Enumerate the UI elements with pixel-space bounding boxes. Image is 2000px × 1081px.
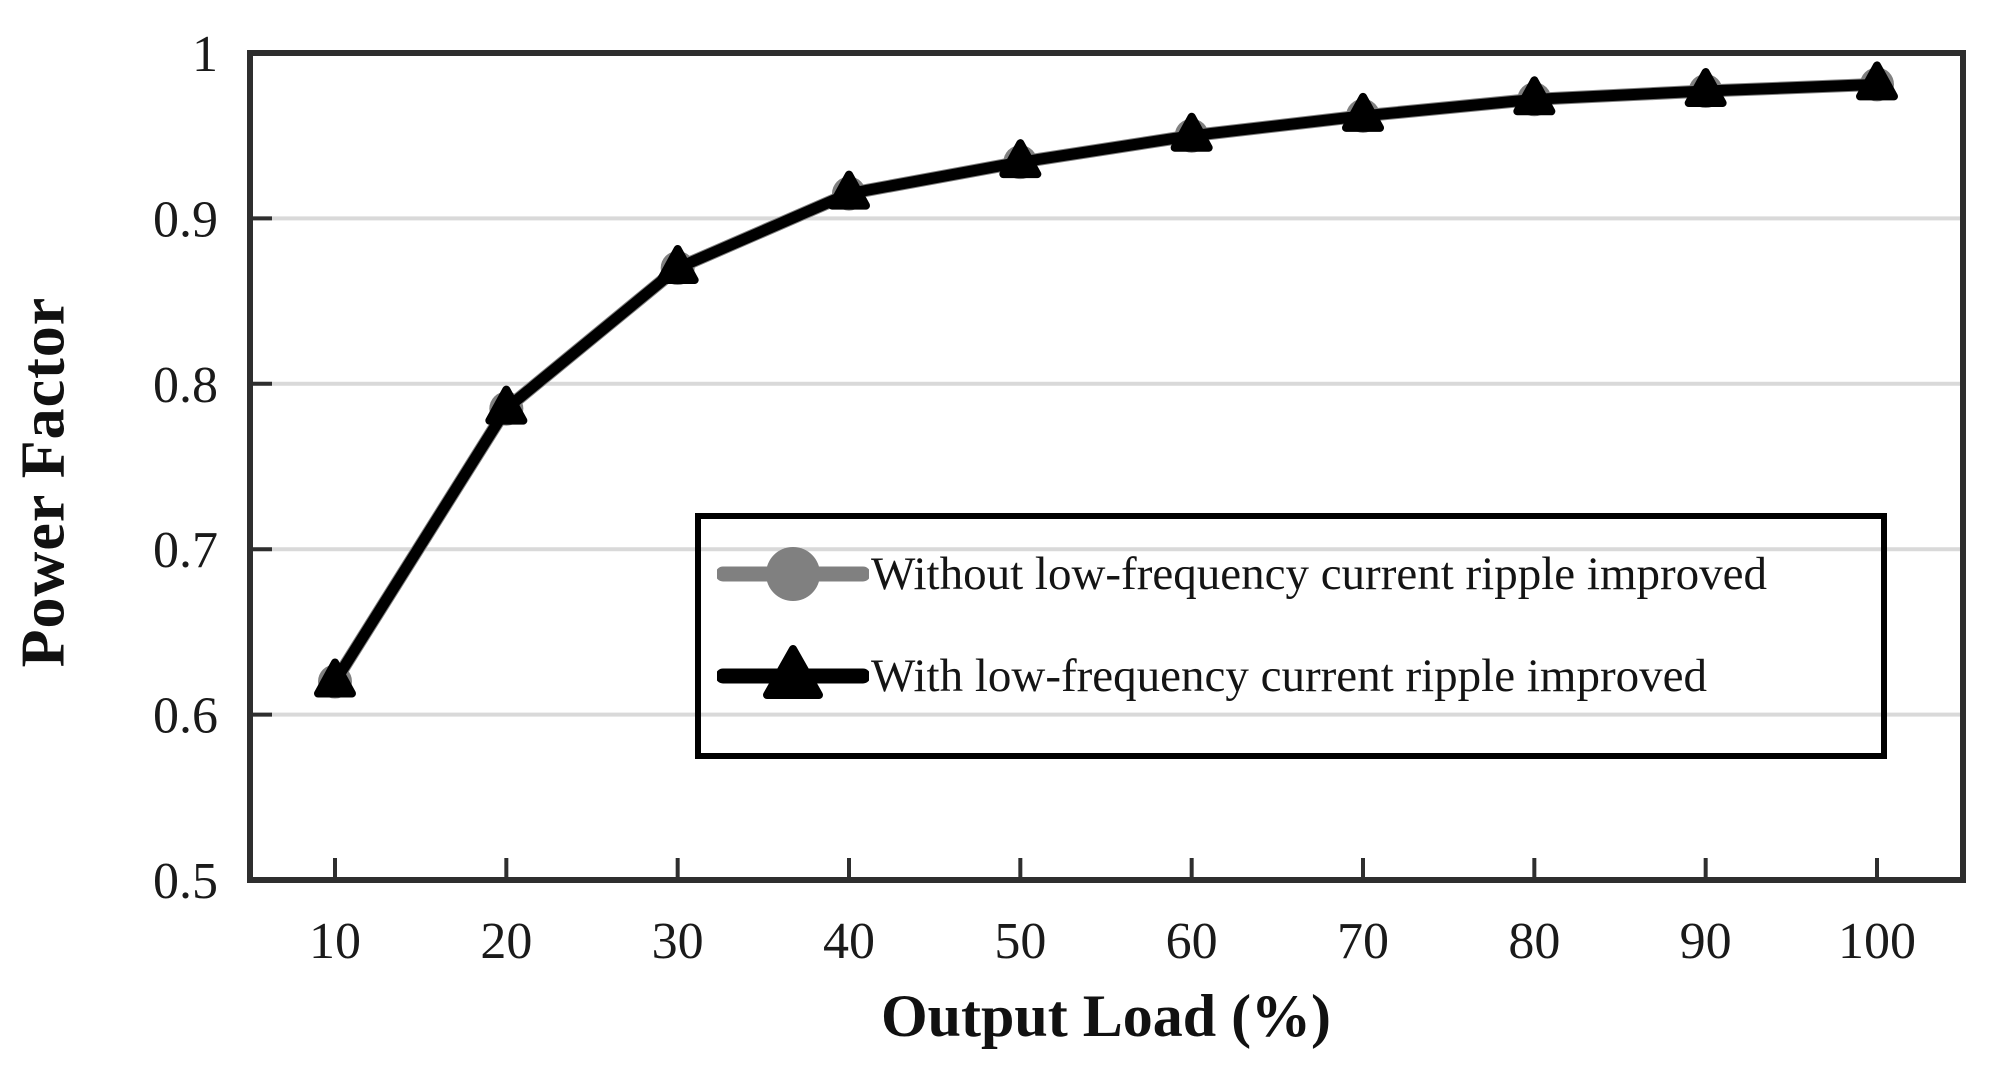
x-tick-label: 50 (994, 913, 1046, 970)
x-axis-title: Output Load (%) (880, 983, 1332, 1049)
y-tick-label: 0.7 (153, 522, 218, 579)
legend-label-with: With low-frequency current ripple improv… (871, 650, 1707, 702)
data-point-triangle (314, 658, 356, 698)
x-tick-label: 90 (1680, 913, 1732, 970)
x-tick-label: 100 (1838, 913, 1916, 970)
data-point-triangle (1856, 61, 1898, 101)
x-tick-label: 70 (1337, 913, 1389, 970)
data-point-triangle (999, 139, 1042, 179)
y-tick-label: 0.8 (153, 357, 218, 414)
plot-border (247, 50, 1966, 883)
series-with-marker-icon (717, 645, 869, 699)
data-point-triangle (1342, 92, 1384, 132)
legend-label-without: Without low-frequency current ripple imp… (871, 548, 1768, 600)
x-tick-label: 10 (309, 913, 361, 970)
data-point-triangle (1170, 112, 1213, 152)
y-tick-label: 0.6 (153, 688, 218, 745)
x-tick-label: 20 (480, 913, 532, 970)
y-tick-label: 1 (192, 26, 218, 83)
x-tick-label: 60 (1166, 913, 1218, 970)
legend-box: Without low-frequency current ripple imp… (695, 513, 1887, 759)
legend-item-with: With low-frequency current ripple improv… (717, 643, 1707, 709)
x-tick-label: 40 (823, 913, 875, 970)
data-point-triangle (485, 385, 528, 425)
legend-item-without: Without low-frequency current ripple imp… (717, 541, 1767, 607)
data-point-triangle (1684, 68, 1727, 108)
y-axis-title: Power Factor (9, 296, 78, 668)
y-tick-label: 0.9 (153, 191, 218, 248)
x-tick-label: 30 (652, 913, 704, 970)
data-point-triangle (828, 170, 870, 210)
series-without-marker-icon (717, 547, 869, 601)
data-point-triangle (1513, 76, 1556, 116)
x-tick-label: 80 (1508, 913, 1560, 970)
data-point-triangle (656, 245, 699, 285)
y-tick-label: 0.5 (153, 853, 218, 910)
series-line-with (329, 78, 1883, 688)
